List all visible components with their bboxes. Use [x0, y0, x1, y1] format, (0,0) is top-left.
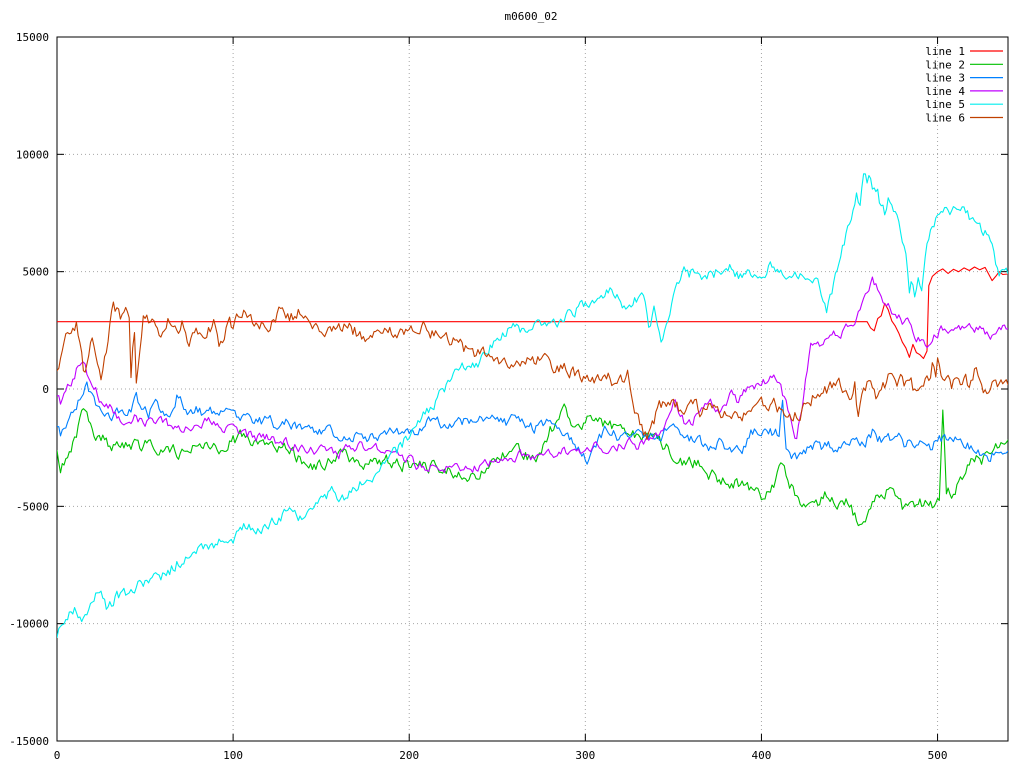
- series-line-2: [57, 403, 1008, 527]
- x-tick-label: 500: [928, 749, 948, 762]
- series-line-4: [57, 276, 1008, 473]
- y-tick-label: 0: [42, 383, 49, 396]
- x-tick-label: 200: [399, 749, 419, 762]
- x-tick-label: 400: [752, 749, 772, 762]
- chart-title: m0600_02: [505, 10, 558, 23]
- y-tick-label: 5000: [23, 266, 50, 279]
- plot-area: -15000 -10000 -5000 0 5000 10000 15000 0 100 200 3…: [9, 31, 1009, 762]
- y-tick-label: -10000: [9, 618, 49, 631]
- x-tick-label: 100: [223, 749, 243, 762]
- legend-label-4: line 4: [925, 85, 965, 98]
- legend-label-5: line 5: [925, 98, 965, 111]
- y-tick-label: 10000: [16, 148, 49, 161]
- x-tick-label: 0: [54, 749, 61, 762]
- x-tick-label: 300: [575, 749, 595, 762]
- y-tick-label: -15000: [9, 735, 49, 748]
- legend-label-1: line 1: [925, 45, 965, 58]
- legend-label-2: line 2: [925, 58, 965, 71]
- y-tick-label: 15000: [16, 31, 49, 44]
- series-line-6: [57, 301, 1008, 440]
- series-line-1: [57, 266, 1008, 360]
- series-line-5: [57, 173, 1008, 639]
- series-line-3: [57, 381, 1008, 465]
- y-tick-label: -5000: [16, 500, 49, 513]
- legend-label-6: line 6: [925, 112, 965, 125]
- plot-border: [56, 36, 1009, 742]
- legend-label-3: line 3: [925, 72, 965, 85]
